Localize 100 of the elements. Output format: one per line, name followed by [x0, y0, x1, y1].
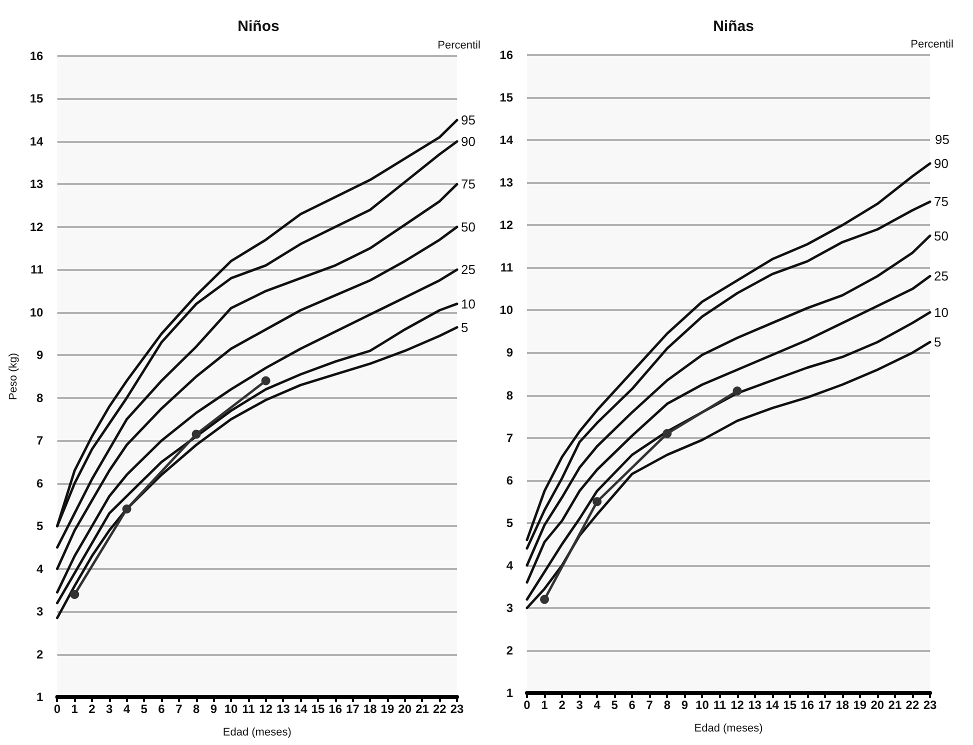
series-label: 5	[934, 334, 942, 350]
y-tick-label: 9	[36, 348, 44, 362]
x-tick-label: 4	[123, 702, 130, 716]
y-tick-label: 5	[506, 516, 514, 530]
series-label: 75	[934, 194, 948, 210]
x-tick-label: 13	[276, 702, 290, 716]
x-tick-label: 19	[380, 702, 394, 716]
y-tick-label: 13	[30, 177, 44, 192]
series-label: 25	[461, 262, 476, 278]
x-tick-label: 20	[398, 702, 412, 716]
x-tick-label: 16	[800, 698, 814, 712]
y-tick-label: 15	[500, 90, 514, 105]
y-tick-label: 11	[500, 260, 514, 275]
x-tick-label: 2	[88, 702, 96, 716]
series-label: 25	[934, 268, 948, 284]
x-tick-label: 15	[311, 702, 325, 716]
point	[540, 594, 550, 604]
y-tick-label: 2	[36, 647, 44, 662]
y-tick-label: 6	[36, 476, 44, 490]
series-label: 5	[461, 320, 468, 335]
x-tick-label: 23	[923, 698, 937, 712]
point	[70, 590, 80, 599]
x-tick-label: 20	[870, 698, 884, 712]
y-tick-label: 8	[36, 390, 44, 405]
y-tick-label: 4	[506, 558, 514, 572]
line-series	[56, 182, 458, 549]
x-tick-label: 21	[888, 698, 902, 712]
y-tick-label: 7	[36, 434, 44, 448]
y-tick-label: 14	[500, 133, 514, 148]
y-tick-label: 11	[30, 262, 44, 277]
x-tick-label: 18	[363, 702, 378, 716]
series-label: 50	[934, 228, 948, 244]
y-tick-label: 6	[506, 473, 514, 488]
y-axis-title: Peso (kg)	[8, 352, 20, 400]
x-tick-label: 0	[54, 702, 61, 716]
x-tick-label: 5	[140, 702, 148, 716]
x-tick-label: 3	[576, 698, 584, 712]
series-label: 10	[934, 304, 948, 320]
x-tick-label: 7	[646, 698, 654, 712]
x-tick-label: 17	[818, 698, 832, 712]
series-label: 90	[934, 156, 948, 171]
x-tick-label: 7	[176, 702, 183, 716]
point	[122, 504, 132, 514]
series-label: 50	[461, 219, 476, 234]
x-tick-label: 9	[681, 698, 688, 712]
x-tick-label: 2	[558, 698, 566, 712]
series-label: 10	[461, 296, 476, 312]
point	[261, 376, 270, 386]
x-tick-label: 3	[106, 702, 114, 716]
legend-title: Percentil	[910, 38, 954, 50]
y-tick-label: 14	[30, 134, 44, 148]
x-tick-label: 1	[71, 702, 78, 716]
x-tick-label: 22	[906, 698, 920, 712]
y-tick-label: 1	[506, 686, 514, 700]
x-tick-label: 16	[328, 702, 342, 716]
line-series	[526, 274, 932, 584]
x-tick-label: 1	[541, 698, 548, 712]
x-tick-label: 14	[294, 702, 308, 716]
x-tick-label: 6	[628, 698, 636, 712]
y-tick-label: 3	[36, 604, 44, 619]
y-tick-label: 10	[30, 305, 44, 320]
y-tick-label: 12	[500, 218, 514, 232]
y-tick-label: 12	[30, 220, 44, 234]
point	[592, 497, 602, 506]
point	[192, 430, 201, 439]
x-tick-label: 11	[242, 702, 256, 716]
x-tick-label: 21	[416, 702, 430, 716]
x-tick-label: 9	[210, 702, 218, 716]
chart-title: Niños	[238, 18, 280, 35]
y-tick-label: 4	[36, 562, 44, 576]
x-tick-label: 19	[853, 698, 867, 712]
line-series	[56, 226, 458, 570]
point	[662, 429, 672, 438]
x-tick-label: 6	[158, 702, 166, 716]
series-label: 95	[461, 112, 476, 128]
y-tick-label: 10	[500, 303, 514, 318]
x-tick-label: 18	[836, 698, 850, 712]
y-tick-label: 9	[506, 346, 514, 360]
x-tick-label: 14	[766, 698, 780, 712]
x-tick-label: 8	[192, 702, 200, 716]
y-tick-label: 3	[506, 600, 514, 615]
legend-title: Percentil	[438, 40, 480, 52]
x-tick-label: 12	[730, 698, 744, 712]
x-tick-label: 17	[346, 702, 360, 716]
series-label: 75	[461, 176, 476, 192]
y-tick-label: 2	[506, 643, 514, 658]
x-tick-label: 11	[713, 698, 726, 712]
y-tick-label: 8	[506, 388, 514, 402]
y-tick-label: 15	[30, 92, 44, 106]
point	[732, 386, 742, 396]
x-tick-label: 23	[450, 702, 464, 716]
series-label: 90	[461, 134, 476, 149]
x-tick-label: 22	[432, 702, 447, 716]
y-tick-label: 13	[500, 176, 514, 190]
x-tick-label: 4	[594, 698, 601, 712]
y-tick-label: 5	[36, 519, 44, 534]
x-tick-label: 8	[664, 698, 671, 712]
chart-title: Niñas	[713, 18, 754, 35]
x-tick-label: 15	[783, 698, 797, 712]
x-tick-label: 10	[696, 698, 710, 712]
